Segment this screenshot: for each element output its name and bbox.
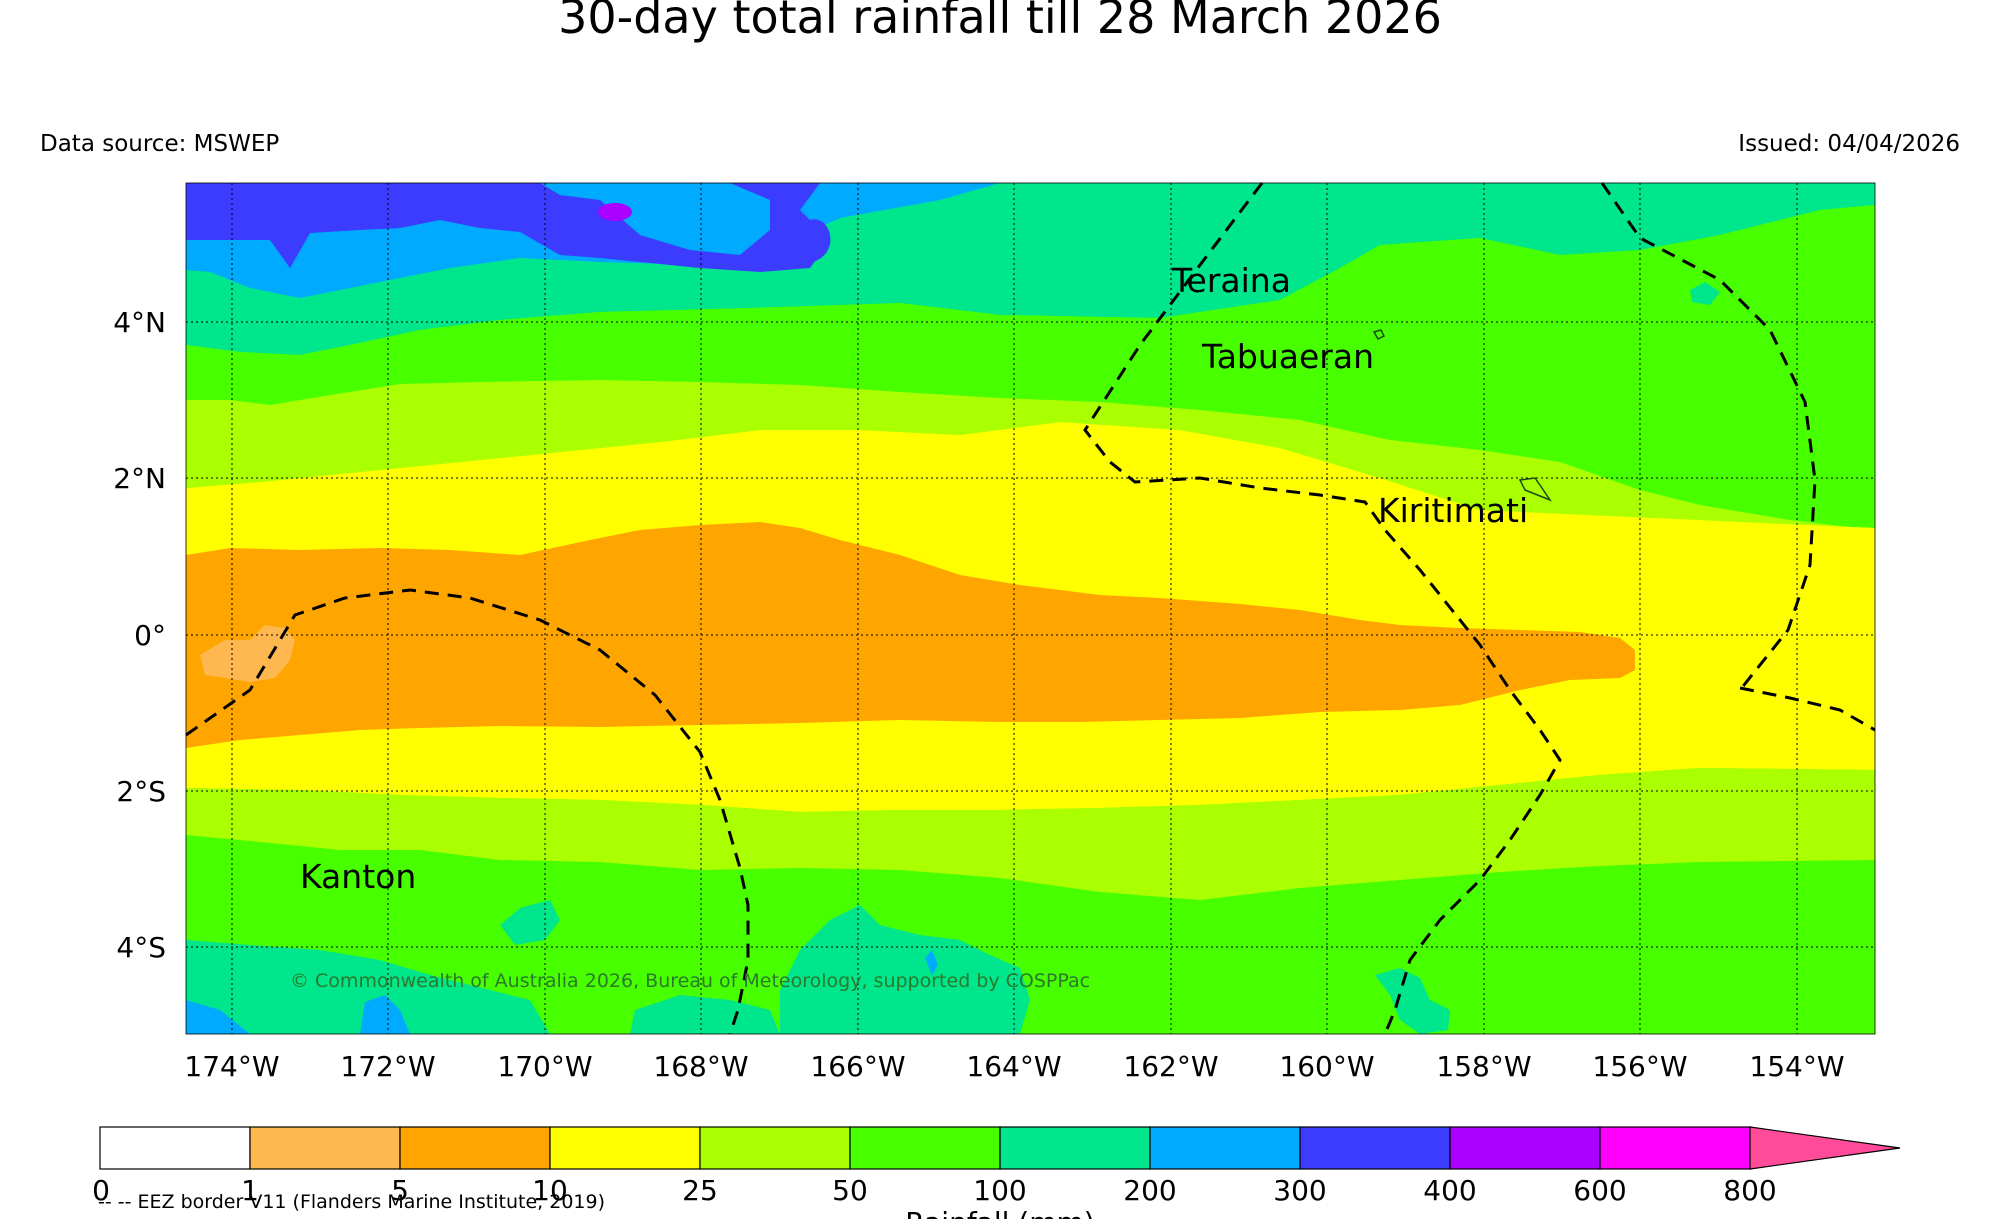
colorbar-tick: 300: [1273, 1174, 1326, 1207]
colorbar-swatch: [1449, 1126, 1601, 1170]
map-title: 30-day total rainfall till 28 March 2026: [558, 0, 1442, 44]
rain-band-200-300-south: [186, 1000, 250, 1034]
lon-label: 162°W: [1123, 1050, 1218, 1083]
latitude-labels: 4°N 2°N 0° 2°S 4°S: [113, 306, 166, 964]
lon-label: 156°W: [1592, 1050, 1687, 1083]
rain-band-100-200-south-5: [1375, 968, 1450, 1034]
rain-band-100-200-south-2: [630, 995, 780, 1034]
place-tabuaeran: Tabuaeran: [1201, 337, 1374, 376]
colorbar-tick: 200: [1123, 1174, 1176, 1207]
lon-label: 154°W: [1749, 1050, 1844, 1083]
eez-borders: [185, 182, 1876, 1035]
place-labels: Teraina Tabuaeran Kiritimati Kanton: [300, 261, 1528, 896]
colorbar: [99, 1126, 1901, 1170]
rain-band-1-5: [200, 625, 295, 682]
rain-band-100-200-north-blob: [1690, 282, 1720, 305]
rain-band-300-400: [186, 183, 830, 272]
rain-band-25-50-south: [186, 768, 1875, 900]
lon-label: 160°W: [1279, 1050, 1374, 1083]
rain-band-100-200-south: [186, 940, 550, 1034]
lat-label: 2°N: [113, 462, 166, 495]
lon-label: 172°W: [340, 1050, 435, 1083]
colorbar-swatch: [849, 1126, 1001, 1170]
rain-band-100-200-south-3: [780, 905, 1030, 1034]
lat-label: 0°: [134, 619, 166, 652]
colorbar-label: Rainfall (mm): [905, 1206, 1094, 1219]
colorbar-tick: 1: [241, 1174, 259, 1207]
graticule: [186, 183, 1875, 1034]
colorbar-tick: 0: [92, 1174, 110, 1207]
rain-band-50-100: [186, 205, 1875, 530]
rain-band-200-300-south-3: [925, 950, 938, 975]
rain-band-400-600: [598, 203, 632, 221]
colorbar-swatch: [1299, 1126, 1451, 1170]
colorbar-swatch: [1149, 1126, 1301, 1170]
colorbar-tick-labels: 0 1 5 10 25 50 100 200 300 400 600 800: [92, 1174, 1777, 1207]
rain-band-5-10: [186, 522, 1635, 748]
lon-label: 166°W: [810, 1050, 905, 1083]
kiritimati-island: [1518, 477, 1552, 502]
copyright-text: © Commonwealth of Australia 2026, Bureau…: [290, 970, 1090, 992]
colorbar-swatch: [99, 1126, 251, 1170]
lon-label: 174°W: [184, 1050, 279, 1083]
data-source: Data source: MSWEP: [40, 131, 280, 157]
eez-border-east: [1600, 182, 1876, 732]
plot-frame: [185, 182, 1876, 1035]
colorbar-swatch: [249, 1126, 401, 1170]
lat-label: 4°S: [116, 931, 166, 964]
eez-legend-note: -- -- EEZ border V11 (Flanders Marine In…: [98, 1191, 605, 1213]
rainfall-field: [186, 183, 1875, 1034]
colorbar-tick: 800: [1723, 1174, 1776, 1207]
lat-label: 4°N: [113, 306, 166, 339]
colorbar-tick: 50: [832, 1174, 868, 1207]
lat-label: 2°S: [116, 775, 166, 808]
lon-label: 158°W: [1436, 1050, 1531, 1083]
colorbar-tick: 400: [1423, 1174, 1476, 1207]
eez-border-phoenix: [185, 588, 750, 1035]
longitude-labels: 174°W 172°W 170°W 168°W 166°W 164°W 162°…: [184, 1050, 1844, 1083]
colorbar-swatch: [549, 1126, 701, 1170]
colorbar-tick: 10: [532, 1174, 568, 1207]
rain-band-25-50-north: [186, 380, 1875, 530]
tabuaeran-island: [1372, 329, 1386, 340]
place-kanton: Kanton: [300, 857, 416, 896]
lon-label: 170°W: [497, 1050, 592, 1083]
lon-label: 168°W: [653, 1050, 748, 1083]
colorbar-tick: 5: [391, 1174, 409, 1207]
issued-date: Issued: 04/04/2026: [1738, 131, 1960, 157]
colorbar-extend-arrow: [1749, 1126, 1901, 1170]
island-outlines: [1372, 329, 1552, 502]
colorbar-swatch: [399, 1126, 551, 1170]
lon-label: 164°W: [966, 1050, 1061, 1083]
eez-border-line-islands: [1083, 182, 1562, 1035]
colorbar-swatch: [1599, 1126, 1751, 1170]
colorbar-swatch: [999, 1126, 1151, 1170]
colorbar-tick: 100: [973, 1174, 1026, 1207]
colorbar-tick: 600: [1573, 1174, 1626, 1207]
colorbar-tick: 25: [682, 1174, 718, 1207]
rain-band-300-400-blob: [785, 219, 831, 264]
rain-band-200-300-south-2: [360, 995, 410, 1034]
place-teraina: Teraina: [1171, 261, 1291, 300]
colorbar-swatch: [699, 1126, 851, 1170]
place-kiritimati: Kiritimati: [1378, 491, 1528, 530]
